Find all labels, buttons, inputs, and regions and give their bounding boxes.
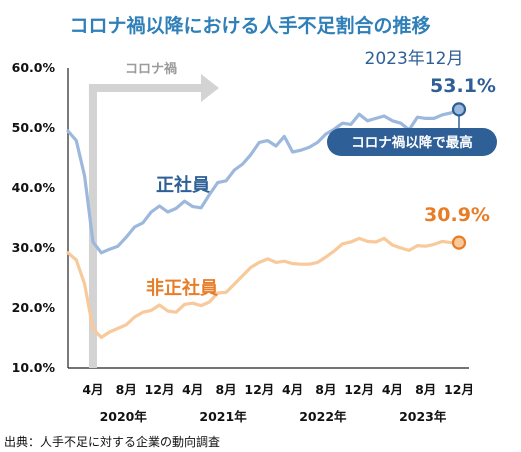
source-note: 出典：人手不足に対する企業の動向調査 (4, 434, 220, 449)
x-tick-label: 12月 (344, 382, 374, 397)
seishain-line (66, 107, 461, 255)
y-tick-label: 50.0% (12, 120, 56, 135)
y-tick-label: 30.0% (12, 240, 56, 255)
covid-arrow-head (200, 74, 219, 102)
x-tick-label: 8月 (215, 382, 236, 397)
x-tick-label: 8月 (116, 382, 137, 397)
callouts: 2023年12月 53.1% コロナ禍以降で最高 30.9% (327, 49, 497, 226)
seishain-end-marker (451, 102, 467, 117)
end-date-label: 2023年12月 (365, 49, 464, 69)
x-tick-label: 8月 (415, 382, 436, 397)
covid-annotation-label: コロナ禍 (125, 61, 177, 77)
year-label: 2021年 (199, 409, 247, 424)
covid-start-bar (88, 84, 97, 368)
series-label-hiseishain: 非正社員 (146, 277, 218, 299)
year-label: 2020年 (100, 409, 148, 424)
y-tick-label: 60.0% (12, 60, 56, 75)
seishain-end-value: 53.1% (430, 75, 496, 97)
y-tick-label: 20.0% (12, 300, 56, 315)
x-tick-label: 4月 (282, 382, 303, 397)
x-tick-label: 12月 (244, 382, 274, 397)
covid-arrow-shaft (88, 84, 205, 92)
year-label: 2022年 (299, 409, 347, 424)
hiseishain-end-marker (451, 235, 467, 250)
x-tick-label: 8月 (315, 382, 336, 397)
hiseishain-end-value: 30.9% (424, 204, 490, 226)
x-tick-label: 4月 (82, 382, 103, 397)
seishain-note-pill (327, 128, 497, 156)
chart-title: コロナ禍以降における人手不足割合の推移 (69, 14, 430, 37)
series-label-seishain: 正社員 (156, 174, 210, 196)
x-tick-label: 4月 (182, 382, 203, 397)
x-tick-label: 12月 (444, 382, 474, 397)
x-tick-label: 4月 (382, 382, 403, 397)
seishain-note-text: コロナ禍以降で最高 (351, 134, 473, 151)
y-axis: 10.0% 20.0% 30.0% 40.0% 50.0% 60.0% (12, 60, 69, 375)
y-tick-label: 40.0% (12, 180, 56, 195)
x-axis: 4月 8月 12月 4月 8月 12月 4月 8月 12月 4月 8月 12月 2020年 2021年 20… (68, 367, 474, 424)
year-label: 2023年 (399, 409, 447, 424)
x-tick-label: 12月 (145, 382, 175, 397)
hiseishain-line (66, 236, 461, 339)
y-tick-label: 10.0% (12, 360, 56, 375)
covid-annotation: コロナ禍 (88, 61, 219, 368)
